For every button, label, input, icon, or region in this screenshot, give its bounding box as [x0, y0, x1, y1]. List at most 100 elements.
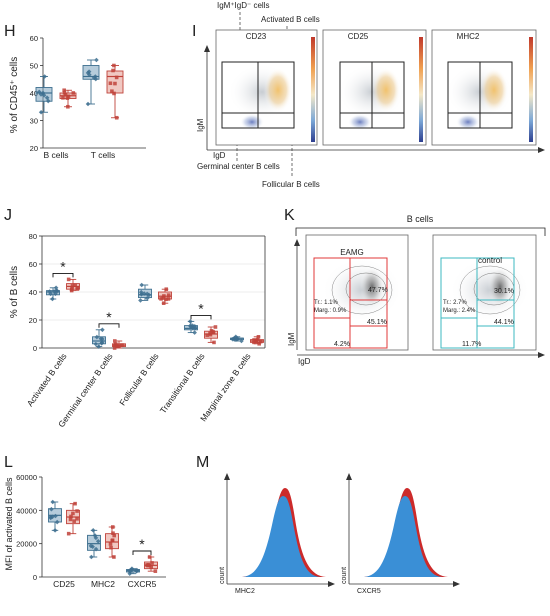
data-point: [114, 115, 119, 120]
panel-k-header: B cells: [407, 214, 434, 224]
data-point: [42, 74, 47, 79]
flow-plot-eamg: EAMG 47.7% 45.1% 4.2% Tr.: 1.1% Marg.: 0…: [305, 234, 409, 351]
y-tick-label: 40000: [16, 506, 37, 515]
data-point: [40, 90, 46, 96]
histogram-cxcr5: count CXCR5: [341, 473, 460, 595]
panel-l: L MFI of activated B cells 0 20000 40000 60…: [4, 454, 166, 589]
data-point: [69, 514, 73, 519]
significance-bracket: [132, 550, 152, 555]
data-point: [110, 538, 115, 543]
significance-star: *: [139, 536, 145, 552]
y-tick-label: 80: [29, 232, 37, 241]
panel-h-axes: 20 30 40 50 60 B cells T cells: [30, 34, 146, 160]
panel-i-xaxis: IgD: [213, 151, 226, 160]
significance-bracket: [190, 314, 212, 320]
y-tick-label: 0: [33, 344, 37, 353]
data-point: [85, 70, 91, 76]
eamg-marg-line: Marg.: 0.9%: [314, 308, 347, 314]
data-point: [75, 517, 79, 521]
data-point: [100, 336, 105, 342]
data-point: [162, 294, 166, 298]
data-point: [38, 92, 44, 97]
significance-star: *: [60, 258, 66, 274]
data-point: [96, 344, 102, 349]
data-point: [94, 57, 99, 63]
data-point: [49, 506, 54, 512]
data-point: [61, 95, 65, 100]
y-tick-label: 60: [30, 34, 38, 43]
panel-letter-i: I: [192, 23, 196, 40]
data-point: [75, 287, 80, 291]
control-q-br: 44.1%: [494, 319, 514, 326]
data-point: [108, 81, 113, 86]
panel-j-ylabel: % of B cells: [9, 266, 20, 318]
panel-i-bottom-label-2: Follicular B cells: [262, 180, 320, 189]
data-point: [187, 323, 193, 329]
data-point: [112, 555, 116, 559]
significance-star: *: [198, 300, 204, 316]
data-point: [120, 343, 124, 347]
data-point: [51, 289, 57, 294]
data-point: [69, 287, 74, 292]
data-point: [66, 94, 71, 99]
y-tick-label: 60000: [16, 473, 37, 482]
panel-k-xaxis: IgD: [298, 357, 311, 366]
histogram-ylabel: count: [219, 567, 226, 584]
panel-l-ylabel: MFI of activated B cells: [4, 477, 14, 571]
data-point: [258, 339, 263, 344]
panel-h: H % of CD45⁺ cells 20 30 40 50 60 B cells T ce…: [4, 23, 146, 160]
flow-plot-cd23: CD23: [215, 29, 318, 146]
y-tick-label: 60: [29, 260, 37, 269]
data-point: [161, 301, 166, 305]
category-label: Transitional B cells: [158, 351, 207, 415]
data-point: [239, 338, 244, 344]
data-point: [94, 334, 100, 340]
data-point: [45, 98, 51, 104]
data-point: [134, 568, 139, 574]
box: [92, 336, 106, 345]
control-q-bl: 11.7%: [462, 341, 481, 348]
data-point: [93, 74, 98, 79]
data-point: [99, 340, 105, 345]
data-point: [52, 528, 58, 533]
data-point: [208, 332, 213, 337]
data-point: [192, 324, 198, 329]
panel-letter-m: M: [196, 454, 209, 471]
data-point: [147, 555, 152, 559]
data-point: [93, 341, 99, 347]
data-point: [128, 569, 133, 574]
data-point: [146, 563, 151, 567]
panel-i: I IgM⁺IgD⁻ cells Activated B cells Germi…: [192, 1, 545, 189]
data-point: [255, 337, 260, 342]
panel-letter-k: K: [284, 207, 295, 224]
significance-bracket: [52, 272, 74, 278]
data-point: [89, 554, 94, 560]
control-tr-line: Tr.: 2.7%: [443, 300, 467, 306]
data-point: [53, 291, 58, 297]
category-label: CXCR5: [128, 579, 157, 589]
eamg-q-bl: 4.2%: [334, 341, 350, 348]
data-point: [75, 509, 79, 513]
histogram-ylabel: count: [341, 567, 348, 584]
data-point: [63, 92, 68, 97]
data-point: [48, 291, 53, 297]
data-point: [213, 325, 218, 329]
data-point: [150, 561, 154, 565]
data-point: [113, 81, 117, 86]
y-tick-label: 30: [30, 117, 38, 126]
data-point: [109, 545, 113, 550]
significance-star: *: [106, 309, 112, 325]
data-point: [164, 287, 169, 291]
data-point: [164, 297, 168, 302]
data-point: [66, 104, 70, 109]
y-tick-label: 0: [33, 573, 37, 582]
data-point: [108, 542, 113, 546]
data-point: [50, 499, 56, 505]
data-point: [48, 514, 54, 520]
data-point: [73, 501, 77, 506]
flow-plot-title: MHC2: [457, 32, 480, 41]
y-tick-label: 40: [30, 89, 38, 98]
category-label: Germinal center B cells: [56, 351, 115, 429]
panel-letter-h: H: [4, 23, 16, 40]
